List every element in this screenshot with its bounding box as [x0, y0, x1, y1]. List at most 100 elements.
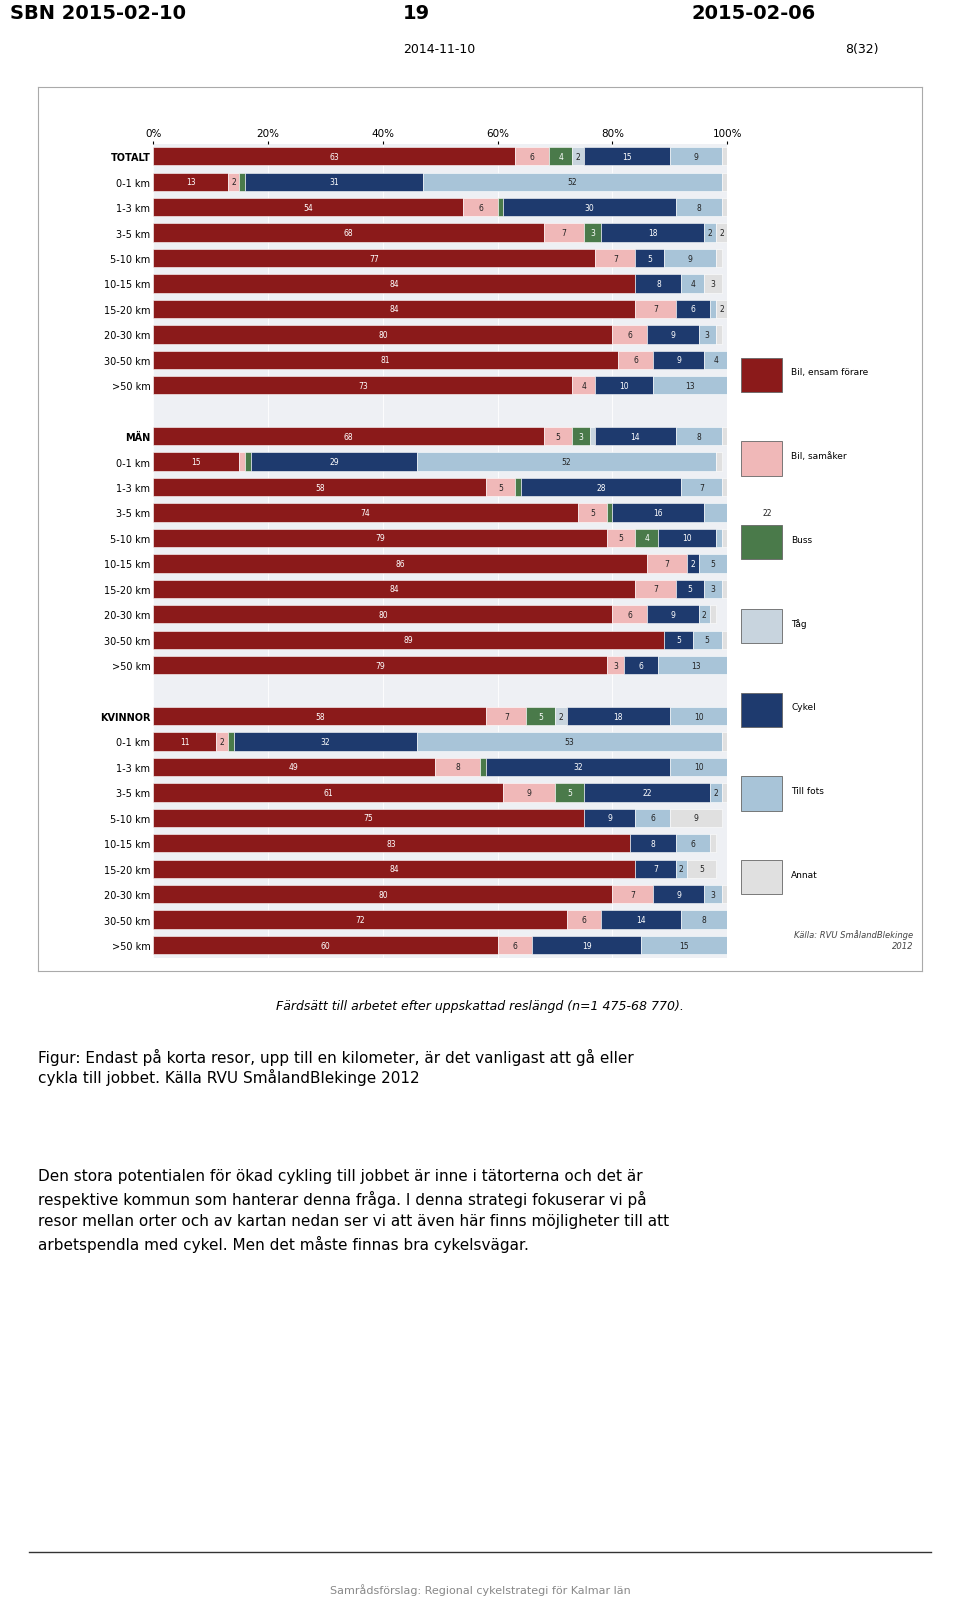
Bar: [716, 225, 728, 242]
Bar: [543, 225, 584, 242]
Bar: [154, 478, 486, 498]
Bar: [705, 351, 728, 369]
Text: 8: 8: [656, 279, 660, 289]
Text: 2: 2: [713, 788, 718, 798]
FancyBboxPatch shape: [741, 441, 782, 477]
Text: 7: 7: [699, 483, 704, 493]
Bar: [659, 656, 733, 676]
Text: Tåg: Tåg: [791, 618, 806, 628]
Bar: [607, 656, 624, 676]
Text: 9: 9: [607, 814, 612, 823]
Text: 7: 7: [653, 305, 658, 315]
Bar: [722, 199, 728, 217]
Bar: [653, 351, 705, 369]
Text: 15: 15: [680, 941, 689, 950]
Bar: [154, 225, 543, 242]
Bar: [676, 300, 710, 319]
Bar: [154, 631, 664, 650]
Bar: [549, 148, 572, 167]
Bar: [239, 173, 245, 191]
Bar: [647, 326, 699, 345]
Bar: [716, 530, 722, 547]
Text: 6: 6: [478, 204, 483, 212]
Text: 7: 7: [653, 584, 658, 594]
Bar: [154, 733, 216, 751]
Text: 86: 86: [396, 560, 405, 568]
Text: 83: 83: [387, 839, 396, 849]
Bar: [503, 783, 555, 802]
Bar: [503, 199, 676, 217]
Text: 9: 9: [687, 254, 692, 263]
Bar: [705, 225, 716, 242]
Bar: [154, 453, 239, 472]
Text: 5: 5: [498, 483, 503, 493]
Text: 84: 84: [390, 584, 399, 594]
Text: 2: 2: [708, 230, 712, 238]
Bar: [154, 173, 228, 191]
Bar: [154, 912, 566, 929]
Text: 52: 52: [567, 178, 577, 188]
Bar: [682, 478, 722, 498]
Text: 32: 32: [573, 762, 583, 772]
Text: 54: 54: [303, 204, 313, 212]
Text: 30: 30: [585, 204, 594, 212]
Bar: [578, 504, 607, 522]
Bar: [722, 173, 728, 191]
Text: Figur: Endast på korta resor, upp till en kilometer, är det vanligast att gå ell: Figur: Endast på korta resor, upp till e…: [38, 1048, 635, 1085]
Bar: [722, 733, 728, 751]
Text: 18: 18: [613, 713, 623, 721]
Text: Källa: RVU SmålandBlekinge
2012: Källa: RVU SmålandBlekinge 2012: [794, 929, 913, 950]
Text: 2: 2: [719, 305, 724, 315]
Text: 5: 5: [618, 534, 624, 542]
Text: 77: 77: [370, 254, 379, 263]
Bar: [601, 912, 682, 929]
Text: 3: 3: [579, 432, 584, 441]
Text: 8: 8: [696, 432, 701, 441]
Text: 9: 9: [670, 331, 675, 340]
Text: 32: 32: [321, 738, 330, 746]
Bar: [687, 860, 716, 878]
Bar: [710, 783, 722, 802]
Text: Cykel: Cykel: [791, 703, 816, 711]
Bar: [612, 605, 647, 624]
Text: 84: 84: [390, 865, 399, 873]
Bar: [584, 148, 670, 167]
Text: 4: 4: [644, 534, 649, 542]
FancyBboxPatch shape: [741, 860, 782, 896]
Bar: [664, 250, 716, 268]
Bar: [670, 708, 728, 725]
Bar: [154, 605, 612, 624]
Bar: [722, 581, 728, 599]
Bar: [676, 860, 687, 878]
Text: 2: 2: [679, 865, 684, 873]
Bar: [595, 250, 636, 268]
Bar: [520, 478, 682, 498]
Text: 3: 3: [612, 661, 618, 671]
Text: 4: 4: [690, 279, 695, 289]
Text: 2: 2: [576, 152, 581, 162]
Bar: [682, 274, 705, 294]
Bar: [693, 631, 722, 650]
Text: 22: 22: [763, 509, 772, 518]
Bar: [653, 886, 705, 904]
Text: 61: 61: [324, 788, 333, 798]
FancyBboxPatch shape: [741, 610, 782, 644]
Bar: [435, 758, 480, 777]
Text: 3: 3: [710, 584, 715, 594]
Bar: [154, 300, 636, 319]
Bar: [705, 504, 830, 522]
Text: 11: 11: [180, 738, 189, 746]
Bar: [418, 453, 716, 472]
Text: 2: 2: [220, 738, 225, 746]
Text: 29: 29: [329, 457, 339, 467]
Bar: [636, 250, 664, 268]
Text: 4: 4: [713, 356, 718, 364]
Bar: [515, 148, 549, 167]
Bar: [543, 427, 572, 446]
Bar: [154, 708, 486, 725]
Text: 5: 5: [539, 713, 543, 721]
Text: 73: 73: [358, 382, 368, 390]
Text: 7: 7: [630, 891, 635, 899]
Bar: [154, 809, 584, 828]
Text: 10: 10: [683, 534, 692, 542]
